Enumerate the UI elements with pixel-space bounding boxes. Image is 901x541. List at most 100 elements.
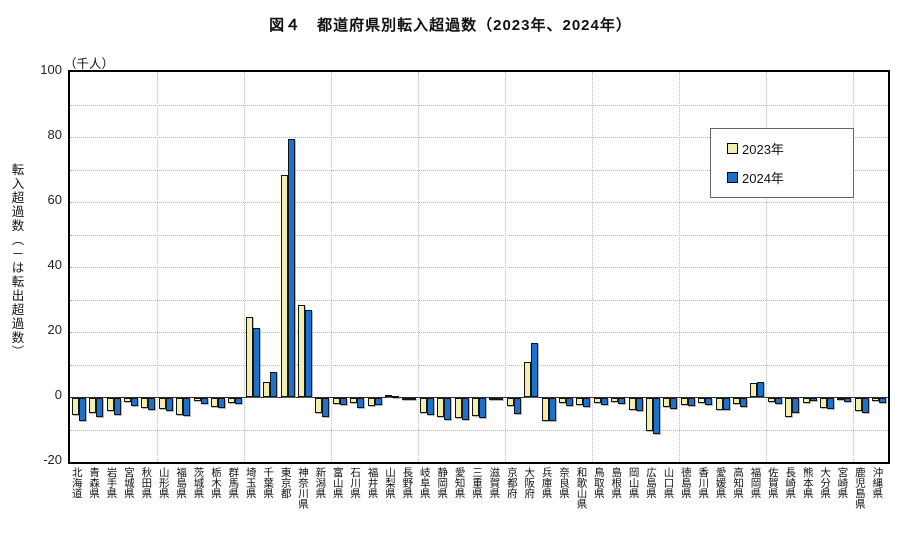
bar-2024年-滋賀県 — [496, 398, 504, 400]
x-axis-label: 神奈川県 — [296, 467, 309, 509]
bar-2023年-三重県 — [472, 398, 479, 416]
gridline-horizontal — [70, 104, 888, 106]
x-axis-label: 愛知県 — [453, 467, 466, 499]
bar-2023年-福岡県 — [750, 382, 758, 397]
bar-2023年-茨城県 — [193, 398, 201, 401]
x-axis-label: 三重県 — [471, 467, 484, 499]
gridline-vertical — [766, 72, 768, 462]
bar-2023年-滋賀県 — [489, 398, 497, 400]
bar-2023年-福井県 — [367, 398, 375, 407]
bar-2023年-熊本県 — [802, 398, 810, 403]
bar-2023年-沖縄県 — [872, 398, 880, 401]
bar-2024年-石川県 — [357, 398, 365, 409]
gridline-vertical — [244, 72, 246, 462]
x-axis-label: 佐賀県 — [766, 467, 779, 499]
bar-2024年-岐阜県 — [426, 398, 434, 415]
y-axis-tick-label: 0 — [54, 387, 62, 402]
bar-2023年-長野県 — [402, 398, 410, 400]
bar-2024年-愛知県 — [461, 398, 469, 420]
x-axis-label: 香川県 — [697, 467, 710, 499]
legend-swatch-2023 — [727, 143, 738, 154]
y-axis-title: 転入超過数（－は転出超過数） — [9, 163, 24, 359]
bar-2023年-兵庫県 — [541, 398, 549, 421]
bar-2023年-鳥取県 — [593, 398, 601, 403]
x-axis-label: 広島県 — [645, 467, 658, 499]
legend-item-2023: 2023年 — [727, 139, 853, 158]
bar-2024年-愛媛県 — [722, 398, 730, 411]
x-axis-label: 京都府 — [505, 467, 518, 499]
x-axis-label: 山口県 — [662, 467, 675, 499]
x-axis-label: 岩手県 — [105, 467, 118, 499]
bar-2024年-鳥取県 — [600, 398, 608, 406]
x-axis-label: 栃木県 — [209, 467, 222, 499]
bar-2023年-徳島県 — [680, 398, 688, 405]
bar-2023年-山梨県 — [384, 395, 392, 398]
bar-2023年-島根県 — [611, 398, 619, 403]
bar-2024年-富山県 — [339, 398, 347, 405]
bar-2024年-青森県 — [96, 398, 104, 417]
plot-area: 2023年 2024年 — [68, 70, 890, 464]
gridline-horizontal — [70, 364, 888, 366]
gridline-horizontal — [70, 267, 888, 268]
bar-2024年-鹿児島県 — [861, 398, 869, 413]
bar-2024年-沖縄県 — [879, 398, 887, 403]
x-axis-labels: 北海道 青森県 岩手県 宮城県 秋田県 山形県 福島県 茨城県 栃木県 群馬県 埼玉県 千葉県 東京都神… — [68, 467, 886, 539]
x-axis-label: 新潟県 — [314, 467, 327, 499]
legend-item-2024: 2024年 — [727, 168, 853, 187]
gridline-horizontal — [70, 234, 888, 236]
bar-2023年-宮崎県 — [837, 398, 845, 401]
x-axis-label: 鹿児島県 — [853, 467, 866, 509]
bar-2024年-群馬県 — [235, 398, 243, 404]
gridline-horizontal — [70, 299, 888, 301]
x-axis-label: 福井県 — [366, 467, 379, 499]
x-axis-label: 東京都 — [279, 467, 292, 499]
bar-2023年-愛媛県 — [715, 398, 723, 410]
bar-2023年-千葉県 — [263, 381, 271, 397]
x-axis-label: 石川県 — [349, 467, 362, 499]
bar-2024年-宮城県 — [130, 398, 138, 407]
bar-2024年-和歌山県 — [583, 398, 591, 408]
chart-title: 図４ 都道府県別転入超過数（2023年、2024年） — [269, 17, 632, 34]
gridline-horizontal — [70, 332, 888, 333]
bar-2024年-大分県 — [827, 398, 835, 410]
x-axis-label: 島根県 — [610, 467, 623, 499]
x-axis-label: 岡山県 — [627, 467, 640, 499]
bar-2023年-北海道 — [71, 398, 79, 415]
bar-2023年-香川県 — [698, 398, 706, 404]
bar-2024年-福井県 — [374, 398, 382, 405]
gridline-horizontal — [70, 169, 888, 171]
x-axis-label: 千葉県 — [262, 467, 275, 499]
x-axis-label: 秋田県 — [140, 467, 153, 499]
bar-2023年-鹿児島県 — [854, 398, 862, 411]
x-axis-label: 静岡県 — [436, 467, 449, 499]
gridline-horizontal — [70, 429, 888, 431]
legend-label-2023: 2023年 — [742, 142, 784, 157]
bar-2023年-奈良県 — [559, 398, 567, 403]
x-axis-label: 青森県 — [88, 467, 101, 499]
x-axis-label: 奈良県 — [558, 467, 571, 499]
bar-2023年-愛知県 — [454, 398, 462, 419]
bar-2024年-静岡県 — [444, 398, 452, 420]
y-axis-tick-label: 20 — [47, 322, 62, 337]
bar-2024年-長崎県 — [792, 398, 800, 413]
bar-2023年-大分県 — [820, 398, 828, 409]
bar-2024年-長野県 — [409, 398, 417, 401]
x-axis-label: 宮崎県 — [836, 467, 849, 499]
gridline-vertical — [592, 72, 594, 462]
x-axis-label: 高知県 — [732, 467, 745, 499]
bar-2024年-山形県 — [165, 398, 173, 411]
y-axis-tick-label: 80 — [47, 127, 62, 142]
bar-2024年-岡山県 — [635, 398, 643, 411]
x-axis-label: 岐阜県 — [418, 467, 431, 499]
x-axis-label: 群馬県 — [227, 467, 240, 499]
bar-2023年-埼玉県 — [245, 317, 253, 397]
bar-2024年-大阪府 — [531, 343, 539, 397]
bar-2023年-岩手県 — [106, 398, 114, 411]
y-axis-tick-label: -20 — [43, 452, 62, 467]
bar-2023年-岡山県 — [628, 398, 636, 410]
bar-2023年-長崎県 — [785, 398, 793, 418]
bar-2024年-徳島県 — [687, 398, 695, 407]
bar-2023年-栃木県 — [210, 398, 218, 408]
x-axis-label: 埼玉県 — [244, 467, 257, 499]
